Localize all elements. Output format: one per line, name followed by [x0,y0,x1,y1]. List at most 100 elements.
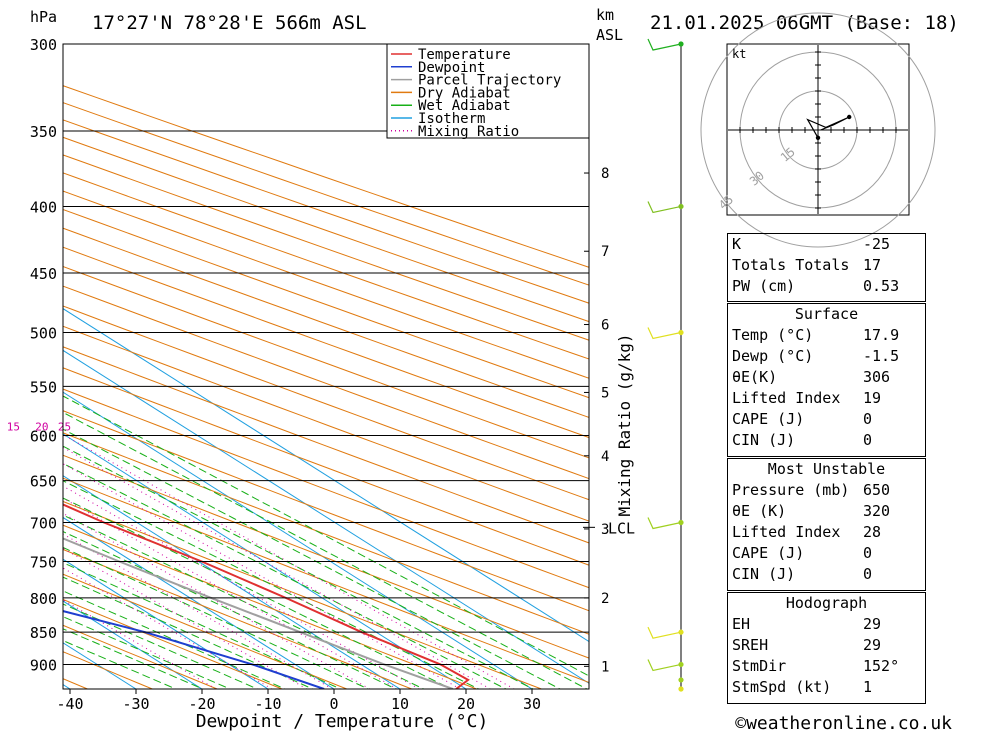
wind-barb-shaft [647,626,682,639]
dry-adiabat-line [63,325,589,522]
index-value: 19 [863,389,882,407]
dry-adiabat-line [63,432,589,635]
wind-barb-dot [678,203,684,210]
hodograph-point [815,135,821,140]
index-label: PW (cm) [732,277,796,295]
dry-adiabat-line [63,454,589,659]
dewpoint-line [63,610,325,689]
pressure-tick-label: 500 [30,324,57,342]
legend-box [386,43,590,139]
general-indices-box: K -25 Totals Totals 17 PW (cm) 0.53 [727,233,926,302]
index-label: CIN (J) [732,431,796,449]
index-value: 17.9 [863,326,900,344]
temperature-tick-label: 10 [391,695,409,713]
hodograph-unit-label: kt [732,47,746,61]
index-label: Lifted Index [732,389,841,407]
mixing-ratio-line [63,463,461,689]
temperature-tick-label: 0 [329,695,338,713]
hodograph-point [847,114,852,120]
index-label: StmDir [732,657,787,675]
dry-adiabat-line [63,154,589,341]
hodograph-ring [700,12,936,248]
surface-title: Surface [794,305,859,323]
pressure-tick-label: 850 [30,624,57,642]
index-row: K -25 [728,234,925,255]
index-row: CAPE (J) 0 [728,409,925,430]
index-row: θE(K) 306 [728,367,925,388]
wet-adiabat-line [63,530,398,689]
legend-entry: Wet Adiabat [418,98,511,114]
index-value: -25 [863,235,891,253]
index-row: SREH 29 [728,635,925,656]
index-value: 28 [863,523,882,541]
mixing-ratio-label: 15 [7,420,20,433]
isotherm-line [63,391,533,689]
dry-adiabat-line [63,500,542,689]
wet-adiabat-line [63,590,287,689]
index-row: EH 29 [728,614,925,635]
dry-adiabat-line [63,573,347,689]
wet-adiabat-line [63,411,588,689]
mixing-ratio-label: 20 [35,420,48,433]
isotherm-line [63,475,401,689]
pressure-tick-label: 400 [30,198,57,216]
wind-barb-dot [678,677,684,683]
temperature-line [63,503,470,689]
wind-barb [647,201,684,214]
km-tick-label: 1 [601,659,609,675]
index-label: CAPE (J) [732,410,805,428]
lcl-label: LCL [608,519,635,537]
mixing-ratio-line [63,547,308,689]
dry-adiabat-line [63,346,589,544]
surface-indices-table: Surface Temp (°C) 17.9 Dewp (°C) -1.5 θE(K) 3… [728,304,925,451]
copyright-text: ©weatheronline.co.uk [735,713,952,733]
legend-entry: Temperature [418,47,511,63]
index-row: Dewp (°C) -1.5 [728,346,925,367]
index-value: 0.53 [863,277,900,295]
mixing-ratio-line [63,512,371,689]
index-row: Lifted Index 19 [728,388,925,409]
index-label: Dewp (°C) [732,347,814,365]
km-tick-label: 8 [601,166,609,182]
legend-entry: Isotherm [418,111,485,127]
dry-adiabat-line [63,410,589,612]
index-row: CIN (J) 0 [728,430,925,451]
pressure-tick-label: 550 [30,378,57,396]
general-indices-table: K -25 Totals Totals 17 PW (cm) 0.53 [728,234,925,297]
dry-adiabat-line [63,524,477,689]
surface-indices-box: Surface Temp (°C) 17.9 Dewp (°C) -1.5 θE(K) 3… [727,303,926,457]
temperature-tick-label: 20 [457,695,475,713]
dry-adiabat-line [63,190,589,379]
index-value: 0 [863,431,873,449]
parcel-trajectory-line [63,537,454,689]
dry-adiabat-line [63,136,589,323]
wind-barb-dot [678,686,684,692]
wet-adiabat-line [63,445,535,689]
index-row: CAPE (J) 0 [728,543,925,564]
index-value: 29 [863,615,882,633]
index-row: CIN (J) 0 [728,564,925,585]
index-label: CAPE (J) [732,544,805,562]
wet-adiabat-line [63,462,507,689]
mixing-ratio-label: 25 [58,420,71,433]
wind-barb-shaft [647,659,682,672]
index-value: 29 [863,636,882,654]
index-row: StmDir 152° [728,656,925,677]
mixing-ratio-axis-title: Mixing Ratio (g/kg) [615,333,634,516]
km-tick-label: 3 [601,522,609,538]
x-axis-title: Dewpoint / Temperature (°C) [196,711,489,732]
isotherm-line [63,558,269,689]
pressure-tick-label: 600 [30,427,57,445]
most-unstable-box: Most Unstable Pressure (mb) 650 θE (K) 320 L… [727,458,926,591]
wind-barb-shaft [647,201,682,214]
index-label: θE (K) [732,502,787,520]
km-tick-label: 4 [601,449,609,465]
legend-entry: Mixing Ratio [418,124,519,140]
index-row: Temp (°C) 17.9 [728,325,925,346]
wind-barb [678,686,684,692]
legend-entry: Parcel Trajectory [418,73,561,89]
dry-adiabat-line [63,208,589,399]
wind-barb [647,517,684,530]
pressure-unit-label: hPa [30,8,57,26]
forecast-datetime: 21.01.2025 06GMT (Base: 18) [650,12,959,34]
